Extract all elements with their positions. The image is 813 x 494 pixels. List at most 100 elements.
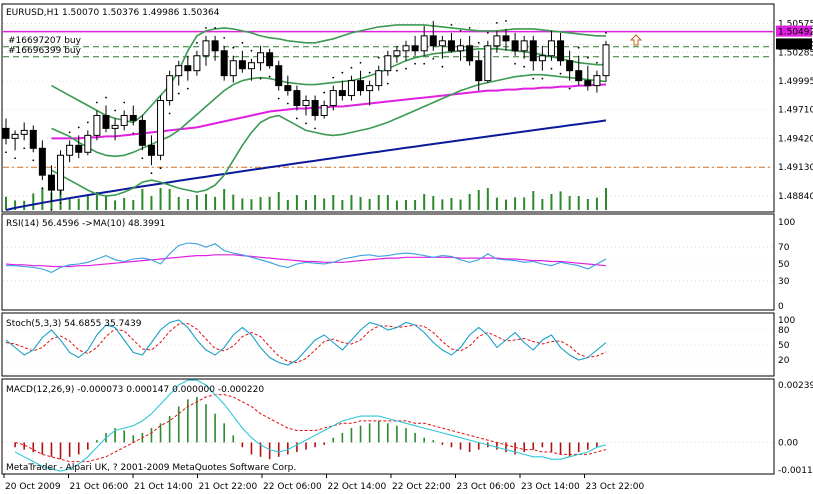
rsi-tick-label: 30 bbox=[778, 277, 790, 287]
sar-dot bbox=[123, 101, 126, 104]
macd-tick-label: 0.00 bbox=[778, 438, 798, 448]
sar-dot bbox=[532, 77, 535, 80]
sar-dot bbox=[41, 187, 44, 190]
candle-body bbox=[111, 124, 119, 129]
candle-body bbox=[511, 40, 519, 52]
candle-body bbox=[266, 52, 274, 67]
price-tag bbox=[776, 25, 812, 37]
candle-body bbox=[129, 114, 137, 121]
sar-dot bbox=[205, 26, 207, 29]
candle-body bbox=[393, 50, 401, 57]
sar-dot bbox=[541, 77, 544, 80]
sar-dot bbox=[177, 92, 180, 95]
sar-dot bbox=[105, 96, 107, 99]
sar-dot bbox=[477, 41, 480, 44]
candle-body bbox=[457, 45, 465, 52]
candle-body bbox=[193, 55, 201, 72]
candle-body bbox=[57, 154, 65, 191]
sar-dot bbox=[514, 62, 516, 65]
sar-dot bbox=[77, 126, 80, 129]
candle-body bbox=[93, 114, 101, 136]
sar-dot bbox=[286, 102, 289, 105]
sar-dot bbox=[396, 69, 398, 72]
stoch-tick-label: 100 bbox=[778, 316, 795, 326]
sar-dot bbox=[368, 71, 371, 74]
price-tick-label: 1.49130 bbox=[778, 163, 813, 173]
sar-dot bbox=[68, 131, 71, 134]
time-tick-label: 23 Oct 14:00 bbox=[521, 482, 580, 492]
candle-body bbox=[366, 85, 374, 92]
sar-dot bbox=[232, 46, 235, 49]
candle-body bbox=[29, 129, 37, 149]
rsi-ma-line bbox=[5, 254, 607, 268]
sar-dot bbox=[605, 31, 607, 34]
macd-panel[interactable] bbox=[1, 378, 775, 475]
sar-dot bbox=[505, 20, 507, 22]
sar-dot bbox=[586, 56, 589, 59]
order-label-1[interactable]: #16697207 buy bbox=[8, 36, 82, 46]
candle-body bbox=[375, 70, 383, 87]
sar-dot bbox=[468, 26, 471, 29]
rsi-panel[interactable] bbox=[1, 213, 775, 311]
price-tag bbox=[776, 38, 812, 50]
candle-body bbox=[2, 127, 10, 139]
time-tick-label: 22 Oct 14:00 bbox=[328, 482, 387, 492]
sar-dot bbox=[332, 76, 335, 79]
sar-dot bbox=[186, 87, 189, 90]
rsi-tick-label: 70 bbox=[778, 243, 790, 253]
sar-dot bbox=[405, 67, 407, 70]
arrow-up-icon[interactable] bbox=[629, 34, 643, 46]
stoch-panel[interactable] bbox=[1, 312, 775, 377]
sar-dot bbox=[132, 132, 135, 135]
stoch-label: Stoch(5,3,3) 54.6855 35.7439 bbox=[6, 319, 142, 329]
time-tick-label: 23 Oct 22:00 bbox=[586, 482, 645, 492]
sar-dot bbox=[14, 157, 16, 160]
sar-dot bbox=[323, 91, 326, 94]
order-label-2[interactable]: #16696399 buy bbox=[8, 46, 82, 56]
rsi-line bbox=[6, 242, 607, 274]
sar-dot bbox=[196, 41, 198, 44]
candle-body bbox=[484, 45, 492, 82]
candle-body bbox=[20, 129, 28, 135]
time-tick-label: 21 Oct 14:00 bbox=[134, 482, 193, 492]
sar-dot bbox=[341, 71, 344, 74]
sar-dot bbox=[314, 127, 316, 130]
sar-dot bbox=[459, 29, 462, 32]
sar-dot bbox=[523, 65, 526, 68]
copyright-text: MetaTrader - Alpari UK, ? 2001-2009 Meta… bbox=[6, 463, 296, 473]
time-tick-label: 22 Oct 22:00 bbox=[392, 482, 451, 492]
sar-dot bbox=[59, 202, 62, 204]
candle-body bbox=[520, 40, 528, 52]
sar-dot bbox=[168, 112, 171, 115]
sar-dot bbox=[250, 49, 253, 52]
sar-dot bbox=[50, 209, 53, 211]
sar-dot bbox=[159, 167, 162, 170]
candle-body bbox=[84, 134, 92, 153]
sar-dot bbox=[23, 147, 26, 150]
candle-body bbox=[302, 100, 310, 107]
sar-dot bbox=[277, 97, 280, 100]
macd-signal-line bbox=[14, 394, 607, 463]
candle-body bbox=[557, 40, 565, 62]
candle-body bbox=[38, 147, 46, 176]
rsi-tick-label: 0 bbox=[778, 302, 784, 312]
price-tick-label: 1.49995 bbox=[778, 77, 813, 87]
sar-dot bbox=[423, 62, 426, 65]
candle-body bbox=[293, 90, 301, 107]
candle-body bbox=[529, 40, 537, 62]
candle-body bbox=[420, 35, 428, 52]
sar-dot bbox=[441, 65, 444, 68]
candle-body bbox=[347, 80, 355, 97]
navy-ma-line bbox=[5, 119, 607, 211]
sar-dot bbox=[223, 36, 226, 39]
macd-label: MACD(12,26,9) -0.000073 0.000147 0.00000… bbox=[6, 385, 264, 395]
price-panel[interactable] bbox=[1, 3, 775, 213]
sar-dot bbox=[559, 72, 562, 75]
price-tick-label: 1.50492 bbox=[778, 28, 813, 38]
rsi-tick-label: 50 bbox=[778, 260, 790, 270]
sar-dot bbox=[550, 67, 553, 70]
candle-body bbox=[475, 60, 483, 82]
sar-dot bbox=[141, 157, 144, 160]
